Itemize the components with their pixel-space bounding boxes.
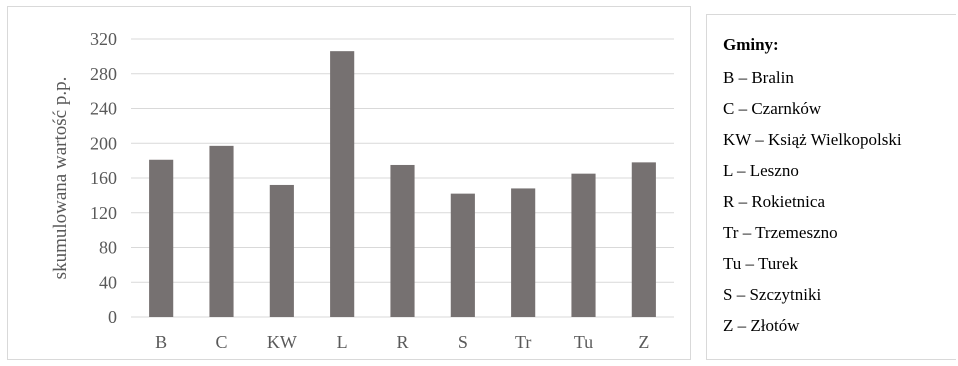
y-tick-label: 240 bbox=[90, 99, 117, 119]
y-tick-label: 200 bbox=[90, 133, 117, 153]
bar-KW bbox=[269, 184, 294, 317]
x-tick-label: S bbox=[458, 332, 468, 352]
bar-L bbox=[330, 51, 355, 317]
bar-Tu bbox=[571, 173, 596, 317]
y-tick-label: 0 bbox=[108, 307, 117, 327]
legend-item: Z – Złotów bbox=[723, 316, 800, 335]
legend-item: B – Bralin bbox=[723, 68, 794, 87]
legend-item: Tr – Trzemeszno bbox=[723, 223, 838, 242]
legend-item: L – Leszno bbox=[723, 161, 799, 180]
bar-R bbox=[390, 164, 415, 317]
y-axis-title: skumulowana wartość p.p. bbox=[50, 77, 71, 280]
y-tick-label: 280 bbox=[90, 64, 117, 84]
x-tick-label: C bbox=[215, 332, 227, 352]
legend-panel: Gminy: B – Bralin C – Czarnków KW – Ksią… bbox=[706, 14, 956, 360]
x-tick-label: Tr bbox=[515, 332, 531, 352]
y-tick-label: 80 bbox=[99, 238, 117, 258]
bar-Tr bbox=[511, 188, 536, 317]
x-tick-label: L bbox=[337, 332, 348, 352]
legend-item: KW – Książ Wielkopolski bbox=[723, 130, 902, 149]
legend-item: S – Szczytniki bbox=[723, 285, 822, 304]
bar-Z bbox=[631, 162, 656, 317]
x-tick-label: B bbox=[155, 332, 167, 352]
bar-B bbox=[149, 159, 174, 317]
y-tick-label: 160 bbox=[90, 168, 117, 188]
y-tick-label: 120 bbox=[90, 203, 117, 223]
legend-item: Tu – Turek bbox=[723, 254, 798, 273]
bar-chart: 0 40 80 120 160 200 240 280 320 skumulowana warto… bbox=[50, 29, 674, 352]
legend-title: Gminy: bbox=[723, 35, 779, 54]
chart-panel: 0 40 80 120 160 200 240 280 320 skumulowana warto… bbox=[7, 6, 691, 360]
bar-S bbox=[450, 193, 475, 317]
x-tick-label: Tu bbox=[574, 332, 593, 352]
x-tick-label: R bbox=[396, 332, 408, 352]
y-tick-label: 40 bbox=[99, 272, 117, 292]
x-tick-label: Z bbox=[638, 332, 649, 352]
x-tick-label: KW bbox=[267, 332, 297, 352]
y-tick-label: 320 bbox=[90, 29, 117, 49]
bar-C bbox=[209, 145, 234, 317]
legend-item: C – Czarnków bbox=[723, 99, 822, 118]
legend-item: R – Rokietnica bbox=[723, 192, 825, 211]
